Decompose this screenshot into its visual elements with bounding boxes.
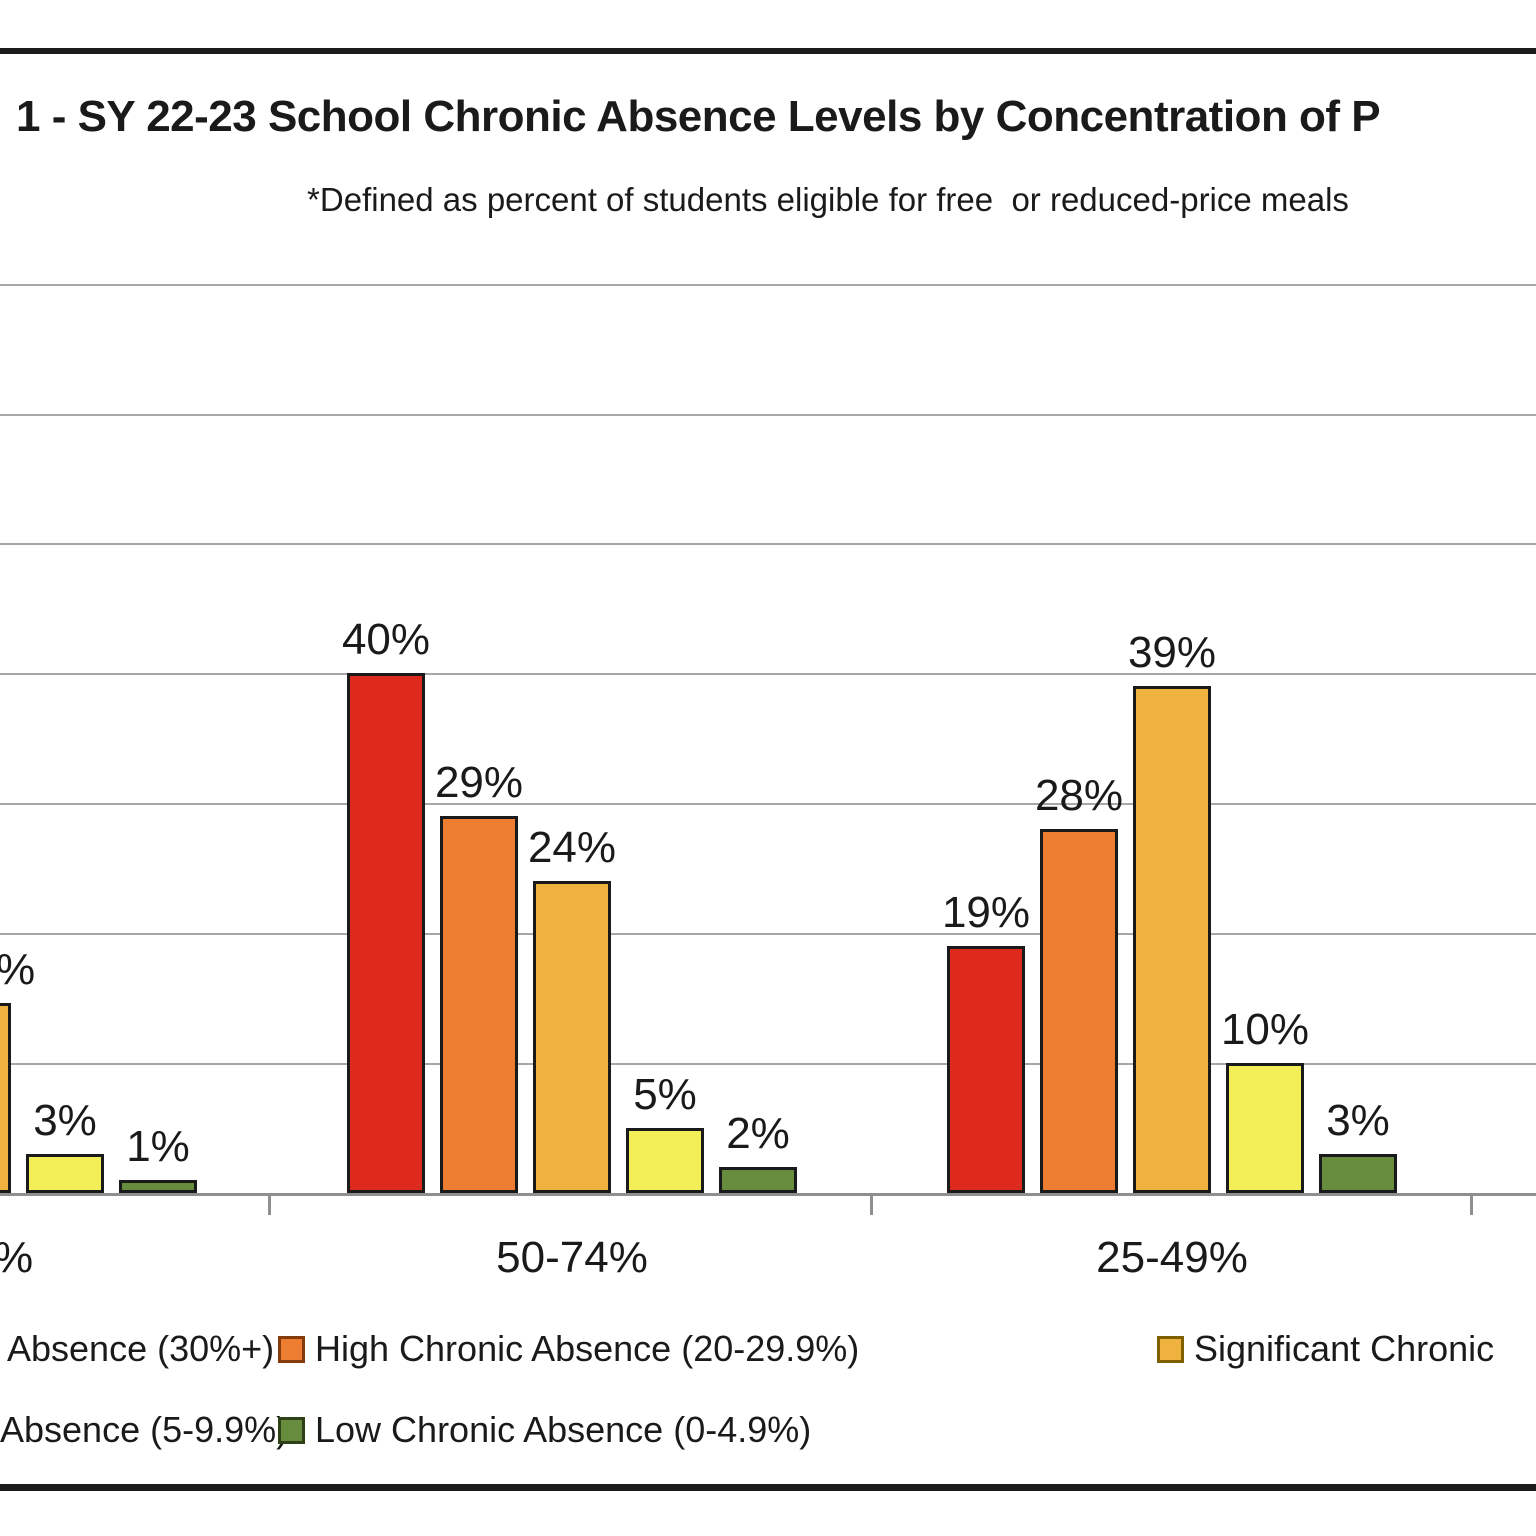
bar-value-label: 3%	[33, 1096, 97, 1145]
x-axis-line	[0, 1193, 1536, 1196]
gridline	[0, 1063, 1536, 1065]
bar-value-label: 10%	[1220, 1005, 1310, 1054]
bar-value-label: 24%	[527, 823, 617, 872]
chart-title: 1 - SY 22-23 School Chronic Absence Leve…	[16, 92, 1381, 141]
bar-value-label: 3%	[1326, 1096, 1390, 1145]
bar-value-label: 19%	[941, 888, 1031, 937]
category-label: 25-49%	[1096, 1233, 1248, 1282]
legend-swatch-green	[278, 1417, 305, 1444]
axis-tick	[870, 1193, 873, 1215]
gridline	[0, 284, 1536, 286]
category-label: 50-74%	[496, 1233, 648, 1282]
chart-top-border	[0, 48, 1536, 54]
bar-green	[119, 1180, 197, 1193]
bar-green	[719, 1167, 797, 1193]
bar-gold	[0, 1003, 11, 1193]
bar-value-label: 39%	[1127, 628, 1217, 677]
legend-swatch-orange	[278, 1336, 305, 1363]
legend-swatch-gold	[1157, 1336, 1184, 1363]
category-label: %	[0, 1233, 33, 1283]
bar-yellow	[26, 1154, 104, 1193]
gridline	[0, 543, 1536, 545]
axis-tick	[268, 1193, 271, 1215]
bar-value-label: 5%	[633, 1070, 697, 1119]
bar-value-label: 28%	[1034, 771, 1124, 820]
bar-value-label: 2%	[726, 1109, 790, 1158]
bar-gold	[1133, 686, 1211, 1193]
bar-yellow	[1226, 1063, 1304, 1193]
gridline	[0, 673, 1536, 675]
bar-value-label: 1%	[126, 1122, 190, 1171]
bar-red	[947, 946, 1025, 1193]
bar-yellow	[626, 1128, 704, 1193]
bar-value-label: %	[0, 945, 35, 995]
legend-label: Significant Chronic	[1194, 1328, 1495, 1369]
axis-tick	[1470, 1193, 1473, 1215]
legend-label: Absence (30%+)	[7, 1328, 275, 1369]
bar-red	[347, 673, 425, 1193]
chart-subtitle: *Defined as percent of students eligible…	[307, 181, 1349, 218]
gridline	[0, 414, 1536, 416]
legend-label: Absence (5-9.9%)	[0, 1409, 289, 1450]
chart-bottom-border	[0, 1484, 1536, 1491]
bar-orange	[440, 816, 518, 1193]
bar-value-label: 29%	[434, 758, 524, 807]
legend-label: Low Chronic Absence (0-4.9%)	[315, 1409, 812, 1450]
bar-green	[1319, 1154, 1397, 1193]
gridline	[0, 803, 1536, 805]
bar-gold	[533, 881, 611, 1193]
bar-orange	[1040, 829, 1118, 1193]
gridline	[0, 933, 1536, 935]
legend-label: High Chronic Absence (20-29.9%)	[315, 1328, 860, 1369]
bar-value-label: 40%	[341, 615, 431, 664]
